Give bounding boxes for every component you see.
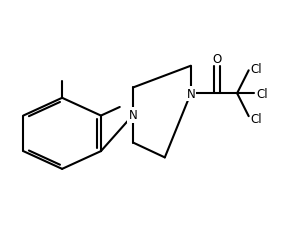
Text: N: N — [187, 87, 195, 100]
Text: O: O — [212, 52, 222, 65]
Text: N: N — [128, 109, 137, 122]
Text: Cl: Cl — [251, 62, 262, 75]
Text: Cl: Cl — [256, 87, 268, 100]
Text: Cl: Cl — [251, 112, 262, 125]
